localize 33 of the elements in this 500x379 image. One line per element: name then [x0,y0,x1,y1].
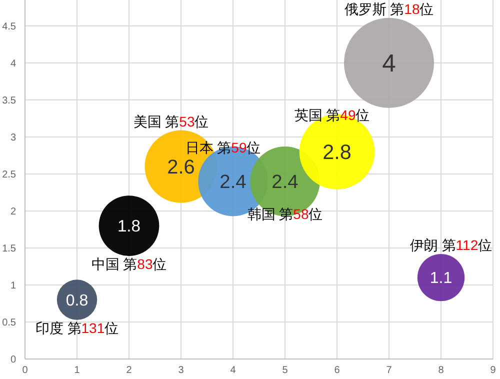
x-tick-label: 9 [490,365,496,376]
series-label: 俄罗斯 第18位 [344,0,434,17]
y-tick-label: 1.5 [2,243,16,254]
x-tick-label: 8 [438,365,444,376]
x-tick-label: 5 [282,365,288,376]
data-label: 2.4 [220,172,247,194]
y-tick-label: 2 [10,206,16,218]
y-tick-label: 0 [10,354,16,366]
series-label: 中国 第83位 [91,256,167,272]
y-tick-label: 4 [10,58,16,70]
x-tick-label: 3 [178,365,184,376]
x-tick-label: 7 [386,365,392,376]
y-tick-label: 3.5 [2,95,16,106]
data-label: 4 [382,50,396,78]
data-label: 2.8 [322,140,352,164]
x-tick-label: 4 [230,365,236,376]
series-label: 美国 第53位 [133,113,209,130]
data-label: 2.6 [167,156,195,179]
x-tick-label: 2 [126,365,132,376]
y-tick-label: 4.5 [2,21,16,32]
data-label: 2.4 [272,172,299,194]
data-label: 0.8 [66,292,88,310]
x-tick-label: 0 [22,365,28,376]
y-tick-label: 0.5 [2,317,16,328]
y-tick-label: 3 [10,132,16,144]
series-label: 伊朗 第112位 [410,236,492,253]
y-tick-label: 2.5 [2,169,16,180]
x-tick-label: 1 [74,365,80,376]
series-label: 印度 第131位 [35,320,119,336]
x-tick-label: 6 [334,365,340,376]
data-label: 1.8 [117,216,141,236]
data-label: 1.1 [430,270,452,288]
y-tick-label: 1 [10,280,16,292]
